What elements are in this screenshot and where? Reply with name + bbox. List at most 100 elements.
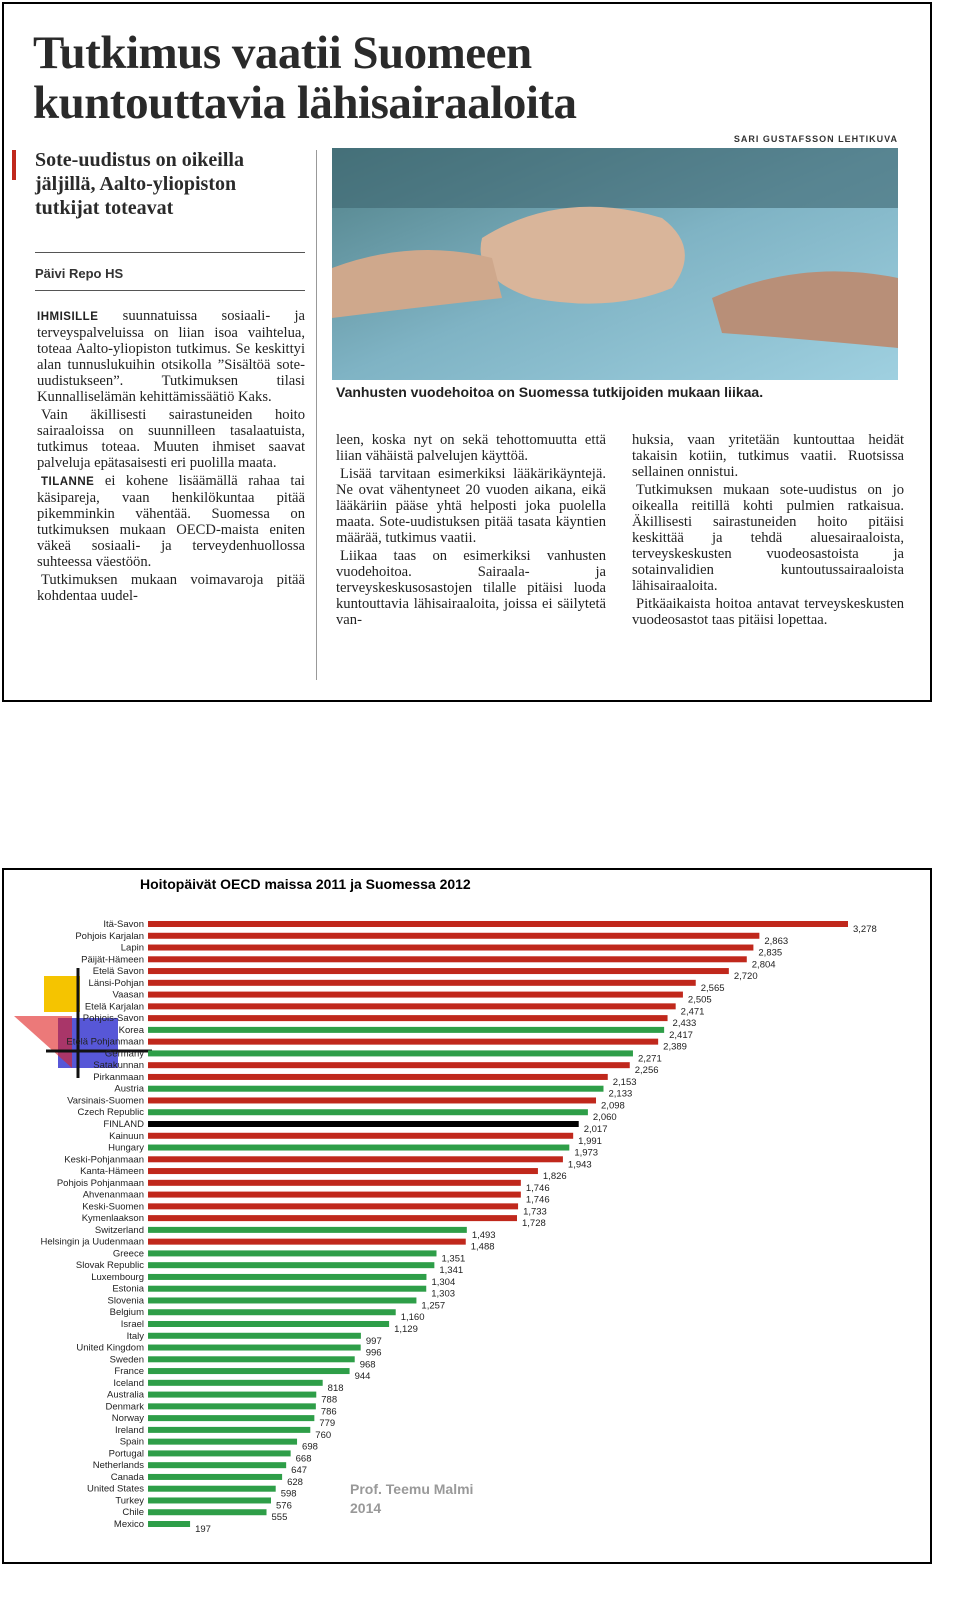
bar <box>148 1344 361 1351</box>
value-label: 2,256 <box>635 1065 659 1076</box>
bar <box>148 1356 355 1363</box>
value-label: 1,991 <box>578 1136 602 1147</box>
paragraph: leen, koska nyt on sekä tehottomuutta et… <box>336 432 606 464</box>
value-label: 1,341 <box>439 1265 463 1276</box>
y-tick-label: Iceland <box>113 1378 144 1389</box>
value-label: 997 <box>366 1336 382 1347</box>
value-label: 2,565 <box>701 983 725 994</box>
y-tick-label: Satakunnan <box>93 1060 144 1071</box>
chart-title: Hoitopäivät OECD maissa 2011 ja Suomessa… <box>140 876 471 892</box>
value-label: 2,835 <box>758 948 782 959</box>
bar <box>148 1273 427 1280</box>
y-tick-label: Päijät-Hämeen <box>81 954 144 965</box>
paragraph-text: huksia, vaan yritetään kuntouttaa heidät… <box>632 432 904 480</box>
y-tick-label: Slovenia <box>108 1295 145 1306</box>
bar <box>148 1156 563 1163</box>
rule <box>35 252 305 253</box>
bar <box>148 921 848 927</box>
column-rule <box>316 150 317 680</box>
value-label: 1,733 <box>523 1206 547 1217</box>
bar <box>148 1321 390 1327</box>
paragraph: Vain äkillisesti sairastuneiden hoito sa… <box>37 407 305 471</box>
value-label: 1,488 <box>471 1242 495 1253</box>
y-tick-label: Itä-Savon <box>103 919 144 930</box>
y-tick-label: Pirkanmaan <box>93 1072 144 1083</box>
value-label: 598 <box>281 1489 297 1500</box>
y-tick-label: Pohjois-Savon <box>83 1013 144 1024</box>
value-label: 1,129 <box>394 1324 418 1335</box>
y-tick-label: Belgium <box>110 1307 144 1318</box>
bar <box>148 956 747 963</box>
y-tick-label: United Kingdom <box>76 1343 144 1354</box>
bar <box>148 1403 316 1410</box>
bar <box>148 1379 323 1386</box>
value-label: 1,728 <box>522 1218 546 1229</box>
bar <box>148 1238 466 1245</box>
bar <box>148 1085 604 1092</box>
value-label: 1,493 <box>472 1230 496 1241</box>
value-label: 1,160 <box>401 1312 425 1323</box>
value-label: 1,826 <box>543 1171 567 1182</box>
bar <box>148 1062 630 1069</box>
y-tick-label: Denmark <box>105 1401 144 1412</box>
value-label: 1,746 <box>526 1183 550 1194</box>
y-tick-label: Chile <box>122 1507 144 1518</box>
value-label: 1,304 <box>431 1277 455 1288</box>
bar <box>148 1050 633 1057</box>
photo <box>332 148 898 380</box>
y-tick-label: Israel <box>121 1319 144 1330</box>
y-tick-label: Slovak Republic <box>76 1260 144 1271</box>
photo-caption: Vanhusten vuodehoitoa on Suomessa tutkij… <box>336 384 764 400</box>
clipping <box>2 2 932 702</box>
value-label: 760 <box>315 1430 331 1441</box>
y-tick-label: Germany <box>105 1048 144 1059</box>
y-tick-label: Spain <box>120 1437 144 1448</box>
value-label: 996 <box>366 1348 382 1359</box>
paragraph: Liikaa taas on esimerkiksi vanhusten vuo… <box>336 548 606 628</box>
bar <box>148 1262 435 1269</box>
paragraph-text: Tutkimuksen mukaan sote-uudistus on jo o… <box>632 482 904 594</box>
annotation: 2014 <box>350 1500 381 1516</box>
bar <box>148 1309 396 1316</box>
y-tick-label: Etelä Pohjanmaan <box>66 1037 144 1048</box>
value-label: 2,417 <box>669 1030 693 1041</box>
value-label: 1,303 <box>431 1289 455 1300</box>
bar <box>148 932 760 939</box>
y-tick-label: Austria <box>114 1084 144 1095</box>
y-tick-label: Sweden <box>110 1354 144 1365</box>
value-label: 628 <box>287 1477 303 1488</box>
value-label: 1,746 <box>526 1195 550 1206</box>
value-label: 2,505 <box>688 995 712 1006</box>
value-label: 2,017 <box>584 1124 608 1135</box>
y-tick-label: Australia <box>107 1390 145 1401</box>
paragraph: TILANNE ei kohene lisäämällä rahaa tai k… <box>37 473 305 570</box>
value-label: 197 <box>195 1524 211 1535</box>
bar <box>148 1438 298 1445</box>
y-tick-label: Lapin <box>121 943 144 954</box>
chart-frame <box>2 868 932 1564</box>
bar <box>148 1332 361 1339</box>
value-label: 647 <box>291 1465 307 1476</box>
value-label: 1,351 <box>441 1253 465 1264</box>
y-tick-label: Etelä Karjalan <box>85 1001 144 1012</box>
bar <box>148 1285 427 1292</box>
lead-word: IHMISILLE <box>37 311 99 323</box>
column: IHMISILLE suunnatuissa sosiaali- ja terv… <box>37 308 305 606</box>
bar <box>148 1168 538 1175</box>
bar <box>148 1144 570 1151</box>
y-tick-label: United States <box>87 1484 144 1495</box>
value-label: 2,804 <box>752 959 776 970</box>
y-tick-label: Luxembourg <box>91 1272 144 1283</box>
paragraph-text: Tutkimuksen mukaan voimavaroja pitää koh… <box>37 572 305 604</box>
bar <box>148 1215 518 1222</box>
paragraph: IHMISILLE suunnatuissa sosiaali- ja terv… <box>37 308 305 405</box>
y-tick-label: Länsi-Pohjan <box>89 978 144 989</box>
paragraph-text: suunnatuissa sosiaali- ja terveyspalvelu… <box>37 308 305 405</box>
bar <box>148 1297 417 1304</box>
y-tick-label: Canada <box>111 1472 145 1483</box>
value-label: 1,943 <box>568 1159 592 1170</box>
paragraph-text: Liikaa taas on esimerkiksi vanhusten vuo… <box>336 548 606 628</box>
y-tick-label: Keski-Pohjanmaan <box>64 1154 144 1165</box>
y-tick-label: Helsingin ja Uudenmaan <box>40 1237 144 1248</box>
